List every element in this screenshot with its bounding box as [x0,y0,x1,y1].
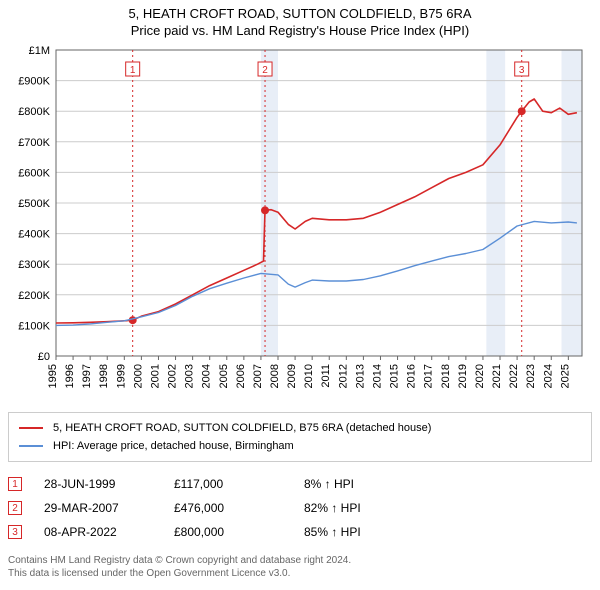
title-line1: 5, HEATH CROFT ROAD, SUTTON COLDFIELD, B… [8,6,592,21]
svg-text:2015: 2015 [389,364,401,388]
svg-text:£700K: £700K [18,137,50,149]
svg-text:2006: 2006 [235,364,247,388]
svg-text:2002: 2002 [167,364,179,388]
sale-hpi: 8% ↑ HPI [304,477,424,491]
svg-text:2010: 2010 [303,364,315,388]
svg-text:2005: 2005 [218,364,230,388]
sale-price: £117,000 [174,477,304,491]
sale-price: £800,000 [174,525,304,539]
sale-date: 08-APR-2022 [44,525,174,539]
sale-marker-box: 1 [8,477,22,491]
svg-text:£0: £0 [38,351,50,363]
svg-text:£500K: £500K [18,198,50,210]
legend-row: 5, HEATH CROFT ROAD, SUTTON COLDFIELD, B… [19,419,581,437]
svg-text:2003: 2003 [184,364,196,388]
svg-text:2022: 2022 [508,364,520,388]
sale-hpi: 82% ↑ HPI [304,501,424,515]
svg-text:2012: 2012 [337,364,349,388]
svg-text:2000: 2000 [132,364,144,388]
footer-line2: This data is licensed under the Open Gov… [8,567,592,580]
svg-text:2004: 2004 [201,364,213,388]
title-line2: Price paid vs. HM Land Registry's House … [8,23,592,38]
svg-text:2009: 2009 [286,364,298,388]
sale-marker-box: 3 [8,525,22,539]
svg-text:2007: 2007 [252,364,264,388]
svg-text:2025: 2025 [559,364,571,388]
sale-price: £476,000 [174,501,304,515]
sales-row: 2 29-MAR-2007 £476,000 82% ↑ HPI [8,496,592,520]
legend-row: HPI: Average price, detached house, Birm… [19,437,581,455]
chart: £0 £100K £200K £300K £400K £500K £600K £700K £80… [8,44,592,404]
svg-text:£1M: £1M [29,45,50,57]
svg-text:£100K: £100K [18,320,50,332]
sales-table: 1 28-JUN-1999 £117,000 8% ↑ HPI 2 29-MAR… [8,472,592,544]
svg-text:1: 1 [130,65,136,76]
svg-text:1996: 1996 [64,364,76,388]
sale-date: 28-JUN-1999 [44,477,174,491]
svg-text:2014: 2014 [371,364,383,388]
legend-label: HPI: Average price, detached house, Birm… [53,440,294,452]
svg-text:2021: 2021 [491,364,503,388]
svg-text:2023: 2023 [525,364,537,388]
svg-text:£600K: £600K [18,167,50,179]
svg-text:2018: 2018 [440,364,452,388]
svg-text:1998: 1998 [98,364,110,388]
svg-text:2017: 2017 [423,364,435,388]
title-block: 5, HEATH CROFT ROAD, SUTTON COLDFIELD, B… [8,6,592,38]
chart-container: 5, HEATH CROFT ROAD, SUTTON COLDFIELD, B… [0,0,600,586]
legend: 5, HEATH CROFT ROAD, SUTTON COLDFIELD, B… [8,412,592,462]
svg-text:2019: 2019 [457,364,469,388]
svg-text:1999: 1999 [115,364,127,388]
footer-line1: Contains HM Land Registry data © Crown c… [8,554,592,567]
sale-date: 29-MAR-2007 [44,501,174,515]
svg-text:2: 2 [262,65,268,76]
svg-text:2013: 2013 [354,364,366,388]
sale-hpi: 85% ↑ HPI [304,525,424,539]
legend-swatch [19,445,43,447]
svg-text:1997: 1997 [81,364,93,388]
svg-text:£400K: £400K [18,229,50,241]
svg-text:£300K: £300K [18,259,50,271]
svg-text:2001: 2001 [149,364,161,388]
svg-text:1995: 1995 [47,364,59,388]
legend-label: 5, HEATH CROFT ROAD, SUTTON COLDFIELD, B… [53,422,431,434]
svg-text:£200K: £200K [18,290,50,302]
sale-marker-box: 2 [8,501,22,515]
sales-row: 1 28-JUN-1999 £117,000 8% ↑ HPI [8,472,592,496]
svg-text:2011: 2011 [320,364,332,388]
svg-text:£900K: £900K [18,76,50,88]
chart-svg: £0 £100K £200K £300K £400K £500K £600K £700K £80… [8,44,592,404]
svg-text:3: 3 [519,65,525,76]
footer-note: Contains HM Land Registry data © Crown c… [8,554,592,580]
svg-text:2024: 2024 [542,364,554,388]
svg-text:2008: 2008 [269,364,281,388]
sales-row: 3 08-APR-2022 £800,000 85% ↑ HPI [8,520,592,544]
svg-text:£800K: £800K [18,106,50,118]
legend-swatch [19,427,43,429]
svg-text:2016: 2016 [406,364,418,388]
svg-text:2020: 2020 [474,364,486,388]
